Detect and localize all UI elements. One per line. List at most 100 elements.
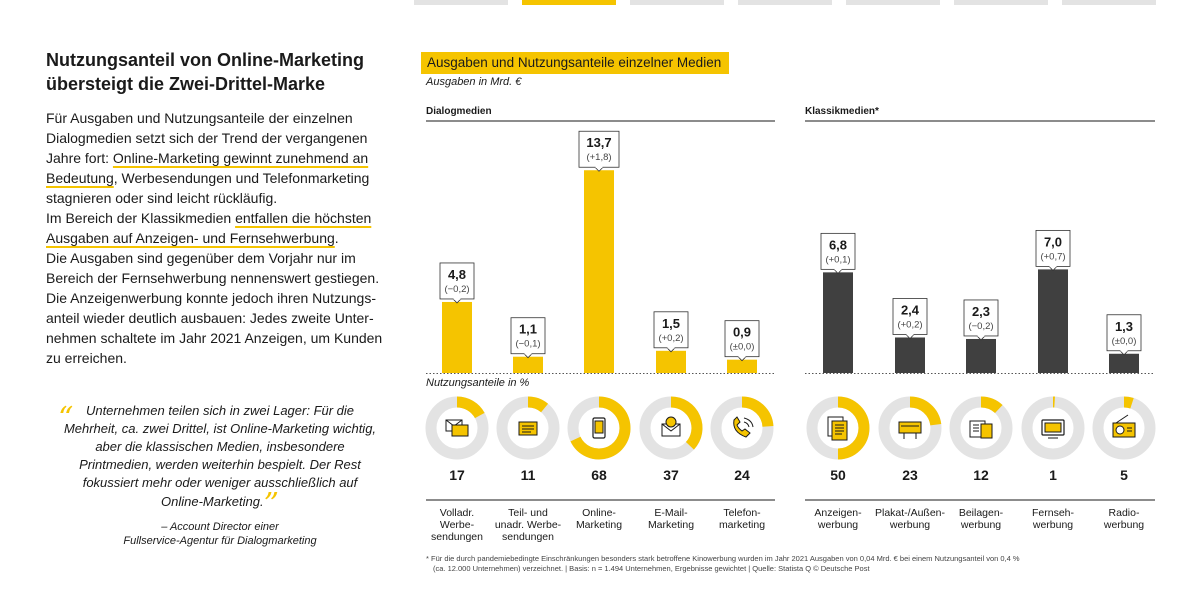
bar xyxy=(442,301,472,373)
footnote-line: (ca. 12.000 Unternehmen) verzeichnet. | … xyxy=(433,564,870,573)
usage-value: 50 xyxy=(830,467,846,483)
usage-value: 23 xyxy=(902,467,918,483)
value-box xyxy=(963,299,999,337)
headline: Nutzungsanteil von Online-Marketing über… xyxy=(46,48,398,96)
icon-shape xyxy=(901,425,919,439)
value-box-pointer xyxy=(833,269,843,274)
bar xyxy=(966,338,996,373)
data-label: 1,1 xyxy=(519,322,537,337)
usage-label: Nutzungsanteile in % xyxy=(426,377,530,389)
attribution-line: – Account Director einer xyxy=(161,521,279,533)
smartphone-icon xyxy=(592,417,606,439)
section-tab[interactable] xyxy=(846,0,940,5)
icon-shape xyxy=(451,424,469,437)
section-tab[interactable] xyxy=(1062,0,1156,5)
insert-icon xyxy=(969,420,993,439)
bar xyxy=(895,337,925,373)
value-box xyxy=(578,130,620,168)
usage-arc xyxy=(837,396,870,460)
usage-arc xyxy=(456,396,485,419)
bar xyxy=(513,356,543,373)
usage-value: 5 xyxy=(1120,467,1128,483)
change-label: (+1,8) xyxy=(586,152,611,163)
group-header: Klassikmedien* xyxy=(805,106,879,117)
value-box xyxy=(439,262,475,300)
category-label: sendungen xyxy=(431,531,483,543)
paragraph-text: , Werbesendungen und Telefonmarketing st… xyxy=(46,170,370,206)
usage-arc xyxy=(909,396,942,426)
category-label: werbung xyxy=(1032,519,1073,531)
category-label: Telefon- xyxy=(723,507,761,519)
usage-arc xyxy=(570,396,631,460)
change-label: (+0,2) xyxy=(897,319,922,330)
usage-value: 11 xyxy=(521,467,536,483)
paragraph-text: . xyxy=(334,230,339,246)
category-label: werbung xyxy=(960,519,1001,531)
value-box xyxy=(1035,229,1071,267)
data-label: 1,3 xyxy=(1115,319,1133,334)
section-tab[interactable] xyxy=(954,0,1048,5)
data-label: 7,0 xyxy=(1044,234,1062,249)
chart-title: Ausgaben und Nutzungsanteile einzelner M… xyxy=(421,52,730,74)
data-label: 6,8 xyxy=(829,237,847,252)
icon-shape xyxy=(743,417,754,428)
icon-shape xyxy=(835,424,844,435)
usage-arc xyxy=(741,396,774,428)
billboard-icon xyxy=(898,421,922,439)
newspaper-icon xyxy=(827,416,848,441)
paragraph-text: Im Bereich der Klassikmedien xyxy=(46,210,236,226)
data-label: 1,5 xyxy=(662,316,680,331)
data-label: 0,9 xyxy=(733,325,751,340)
icon-shape xyxy=(661,423,681,432)
group-header: Dialogmedien xyxy=(426,106,492,117)
category-label: sendungen xyxy=(502,531,554,543)
category-label: Fernseh- xyxy=(1032,507,1075,519)
headline-line: Nutzungsanteil von Online-Marketing xyxy=(46,50,365,70)
bar xyxy=(1038,269,1068,373)
bar xyxy=(1109,353,1139,373)
paragraph-text: Für Ausgaben und Nutzungsanteile der ein… xyxy=(46,110,368,166)
category-label: Teil- und xyxy=(508,507,548,519)
icon-shape xyxy=(973,424,979,432)
data-label: 13,7 xyxy=(586,135,611,150)
email-icon xyxy=(661,416,681,437)
bar xyxy=(727,359,757,373)
category-label: Marketing xyxy=(648,519,694,531)
value-box xyxy=(653,311,689,349)
category-label: Werbe- xyxy=(440,519,475,531)
change-label: (−0,2) xyxy=(444,284,469,295)
data-label: 2,4 xyxy=(901,302,920,317)
value-box-pointer xyxy=(594,166,604,172)
icon-shape xyxy=(898,421,922,434)
category-label: Online- xyxy=(582,507,616,519)
usage-arc xyxy=(670,396,703,450)
section-tab[interactable] xyxy=(414,0,508,5)
highlighted-text: Online-Marketing gewinnt zunehmend an Be… xyxy=(46,150,369,186)
usage-value: 24 xyxy=(734,467,750,483)
category-label: E-Mail- xyxy=(654,507,688,519)
section-tab[interactable] xyxy=(630,0,724,5)
value-box xyxy=(724,320,760,358)
section-tab-active[interactable] xyxy=(522,0,616,5)
change-label: (−0,1) xyxy=(515,339,540,350)
section-tabs xyxy=(414,0,1156,6)
section-tab[interactable] xyxy=(738,0,832,5)
value-box-pointer xyxy=(976,335,986,341)
icon-shape xyxy=(1044,422,1062,433)
value-box-pointer xyxy=(1048,266,1058,271)
phone-icon xyxy=(733,416,754,438)
headline-line: übersteigt die Zwei-Drittel-Marke xyxy=(46,74,326,94)
value-box-pointer xyxy=(737,356,747,362)
footnote: * Für die durch pandemiebedingte Einschr… xyxy=(426,554,1146,574)
body-text: Für Ausgaben und Nutzungsanteile der ein… xyxy=(46,108,398,368)
usage-arc xyxy=(980,396,1003,414)
quote-close-icon: ” xyxy=(263,487,279,522)
category-label: werbung xyxy=(817,519,858,531)
bar xyxy=(823,272,853,373)
chart-unit-label: Ausgaben in Mrd. € xyxy=(426,76,522,88)
usage-arc xyxy=(1123,396,1134,409)
usage-value: 12 xyxy=(973,467,989,483)
data-label: 4,8 xyxy=(448,267,466,282)
value-box xyxy=(892,298,928,335)
